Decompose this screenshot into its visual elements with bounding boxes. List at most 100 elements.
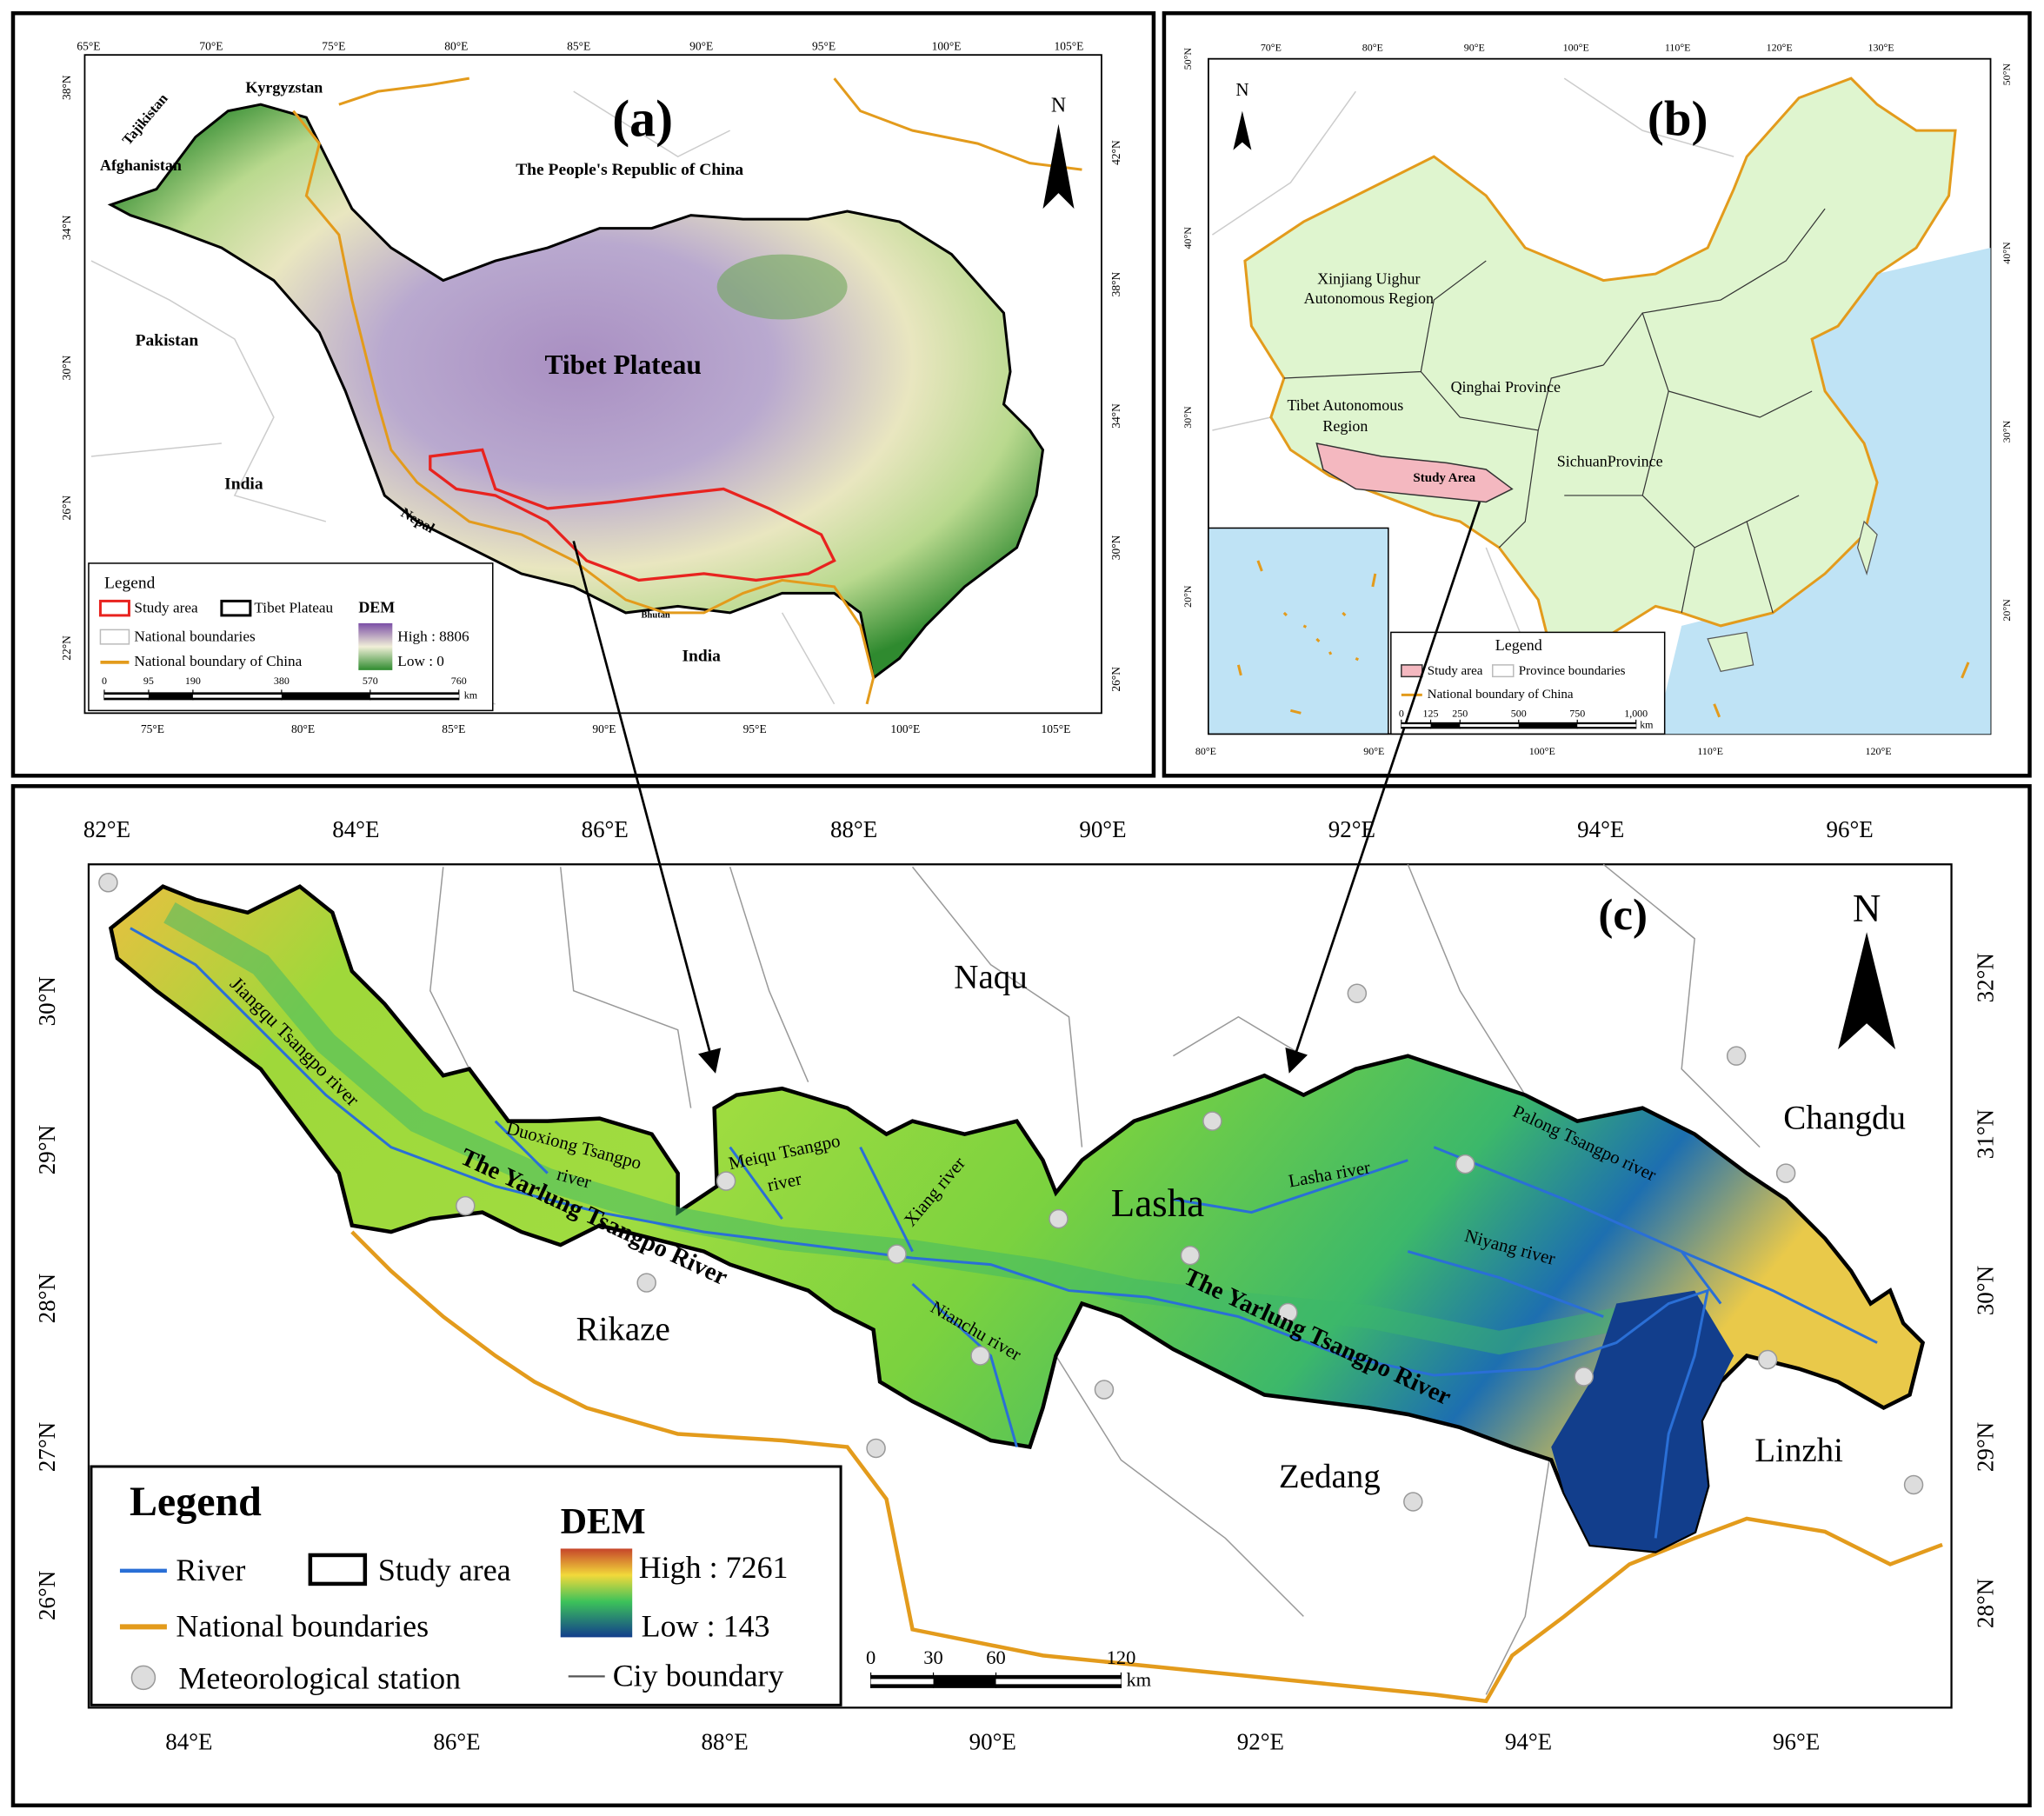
meteorological-station xyxy=(1455,1154,1475,1174)
graticule-label: 95°E xyxy=(743,722,767,735)
study-area xyxy=(429,448,836,582)
graticule-label: 30°N xyxy=(34,976,60,1026)
legend-dem-high: High : 8806 xyxy=(397,628,469,644)
graticule-label: 32°N xyxy=(1973,953,1999,1002)
graticule-label: 26°N xyxy=(60,496,73,521)
meteorological-station xyxy=(1574,1367,1594,1387)
graticule-label: 27°N xyxy=(34,1422,60,1472)
legend-dem-high: High : 7261 xyxy=(639,1550,789,1585)
graticule-label: 80°E xyxy=(291,722,315,735)
scale-label: 0 xyxy=(1399,708,1404,720)
legend-swatch xyxy=(1492,664,1515,678)
graticule-label: 85°E xyxy=(442,722,465,735)
graticule-label: 90°E xyxy=(969,1729,1016,1755)
legend-swatch xyxy=(308,1553,368,1587)
graticule-label: 130°E xyxy=(1868,41,1894,53)
meteorological-station xyxy=(1903,1474,1924,1495)
place-label: Zedang xyxy=(1279,1458,1381,1495)
gorge xyxy=(1551,1290,1734,1552)
graticule-label: 84°E xyxy=(165,1729,212,1755)
tibet-plateau xyxy=(107,103,1045,681)
graticule-label: 30°N xyxy=(1973,1266,1999,1315)
graticule-label: 26°N xyxy=(34,1571,60,1620)
graticule-label: 30°N xyxy=(1109,535,1122,560)
graticule-label: 75°E xyxy=(322,39,345,52)
china-boundary xyxy=(292,76,1082,705)
legend-item: National boundaries xyxy=(176,1609,429,1644)
legend-swatch xyxy=(220,599,252,617)
graticule-label: 30°N xyxy=(1182,406,1194,429)
meteorological-station xyxy=(1278,1302,1298,1323)
panel-label: (b) xyxy=(1648,92,1708,147)
meteorological-station xyxy=(970,1346,990,1366)
graticule-label: 100°E xyxy=(1563,41,1589,53)
graticule-label: 86°E xyxy=(433,1729,480,1755)
legend-box xyxy=(1390,631,1666,735)
scale-label: 250 xyxy=(1452,708,1468,720)
scale-label: 95 xyxy=(143,675,154,687)
graticule-label: 110°E xyxy=(1697,745,1723,757)
basin xyxy=(716,254,848,320)
legend-item: Tibet Plateau xyxy=(254,599,333,615)
meteorological-station xyxy=(1180,1245,1201,1266)
place-label: The People's Republic of China xyxy=(516,161,743,179)
graticule-label: 65°E xyxy=(77,39,100,52)
graticule-label: 100°E xyxy=(890,722,920,735)
scale-segment xyxy=(1577,724,1636,728)
panel-c-map xyxy=(87,502,1953,1709)
graticule-label: 96°E xyxy=(1773,1729,1820,1755)
graticule-label: 31°N xyxy=(1973,1109,1999,1159)
meteorological-station xyxy=(98,873,118,893)
north-label: N xyxy=(1853,887,1881,930)
scale-label: 190 xyxy=(185,675,201,687)
north-label: N xyxy=(1051,95,1066,117)
place-label: Linzhi xyxy=(1754,1432,1843,1469)
place-label: Rikaze xyxy=(576,1310,670,1347)
graticule-label: 94°E xyxy=(1577,816,1624,842)
scale-label: 125 xyxy=(1423,708,1439,720)
graticule-label: 26°N xyxy=(1109,667,1122,692)
study-area xyxy=(108,884,1926,1553)
graticule-label: 40°N xyxy=(1182,227,1194,249)
legend-item: Province boundaries xyxy=(1519,664,1626,678)
inset-map xyxy=(1208,527,1389,735)
graticule-label: 92°E xyxy=(1237,1729,1284,1755)
graticule-label: 86°E xyxy=(582,816,629,842)
island xyxy=(1707,520,1878,673)
scale-segment xyxy=(192,695,282,698)
scale-unit: km xyxy=(1640,718,1654,730)
legend-swatch xyxy=(98,599,130,617)
graticule-label: 50°N xyxy=(1182,48,1194,70)
place-label: Autonomous Region xyxy=(1304,289,1434,307)
legend-title: Legend xyxy=(1495,636,1542,654)
legend-swatch xyxy=(1401,664,1423,678)
graticule-label: 50°N xyxy=(2001,63,2013,86)
place-label: Xinjiang Uighur xyxy=(1317,270,1420,288)
legend-box xyxy=(88,562,494,712)
scale-segment xyxy=(1460,724,1519,728)
scale-label: 120 xyxy=(1107,1646,1136,1668)
graticule-label: 88°E xyxy=(830,816,877,842)
legend-item: National boundary of China xyxy=(1428,688,1574,702)
meteorological-station xyxy=(866,1438,886,1459)
meteorological-station xyxy=(1775,1163,1796,1183)
scale-segment xyxy=(370,695,459,698)
place-label: Afghanistan xyxy=(100,156,182,174)
graticule-label: 110°E xyxy=(1665,41,1691,53)
graticule-label: 38°N xyxy=(1109,271,1122,296)
arrow xyxy=(572,541,722,1074)
graticule-label: 90°E xyxy=(592,722,616,735)
graticule-label: 29°N xyxy=(34,1125,60,1174)
graticule-label: 94°E xyxy=(1505,1729,1552,1755)
graticule-label: 22°N xyxy=(60,635,73,661)
meteorological-station xyxy=(456,1195,476,1216)
scale-label: 0 xyxy=(866,1646,876,1668)
legend-item: Ciy boundary xyxy=(613,1659,784,1693)
scale-unit: km xyxy=(1126,1669,1151,1691)
panel-label: (c) xyxy=(1598,891,1648,940)
graticule-label: 120°E xyxy=(1866,745,1892,757)
graticule-label: 28°N xyxy=(34,1274,60,1323)
province-boundary xyxy=(1283,208,1826,614)
